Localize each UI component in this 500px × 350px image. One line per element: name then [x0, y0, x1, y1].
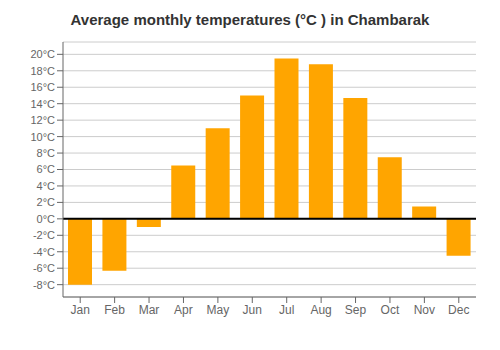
svg-text:-2°C: -2°C	[33, 229, 55, 241]
svg-text:-8°C: -8°C	[33, 279, 55, 291]
svg-text:8°C: 8°C	[37, 147, 56, 159]
svg-text:6°C: 6°C	[37, 163, 56, 175]
svg-text:0°C: 0°C	[37, 213, 56, 225]
svg-text:Aug: Aug	[310, 303, 331, 317]
svg-text:Jun: Jun	[243, 303, 262, 317]
svg-text:10°C: 10°C	[30, 131, 55, 143]
svg-text:4°C: 4°C	[37, 180, 56, 192]
svg-text:20°C: 20°C	[30, 48, 55, 60]
svg-text:Jan: Jan	[71, 303, 90, 317]
svg-text:2°C: 2°C	[37, 196, 56, 208]
svg-text:12°C: 12°C	[30, 114, 55, 126]
svg-text:Dec: Dec	[448, 303, 469, 317]
svg-text:Feb: Feb	[104, 303, 125, 317]
svg-text:18°C: 18°C	[30, 65, 55, 77]
svg-text:Oct: Oct	[381, 303, 400, 317]
svg-text:May: May	[207, 303, 230, 317]
svg-text:Mar: Mar	[139, 303, 160, 317]
svg-text:-6°C: -6°C	[33, 262, 55, 274]
svg-text:Apr: Apr	[174, 303, 193, 317]
svg-text:Jul: Jul	[279, 303, 294, 317]
svg-text:Nov: Nov	[414, 303, 435, 317]
html-text:Average monthly temperatures (: Average monthly temperatures (°C ) in Ch…	[70, 11, 430, 28]
svg-text:Sep: Sep	[345, 303, 367, 317]
svg-text:16°C: 16°C	[30, 81, 55, 93]
svg-text:-4°C: -4°C	[33, 246, 55, 258]
svg-text:14°C: 14°C	[30, 98, 55, 110]
